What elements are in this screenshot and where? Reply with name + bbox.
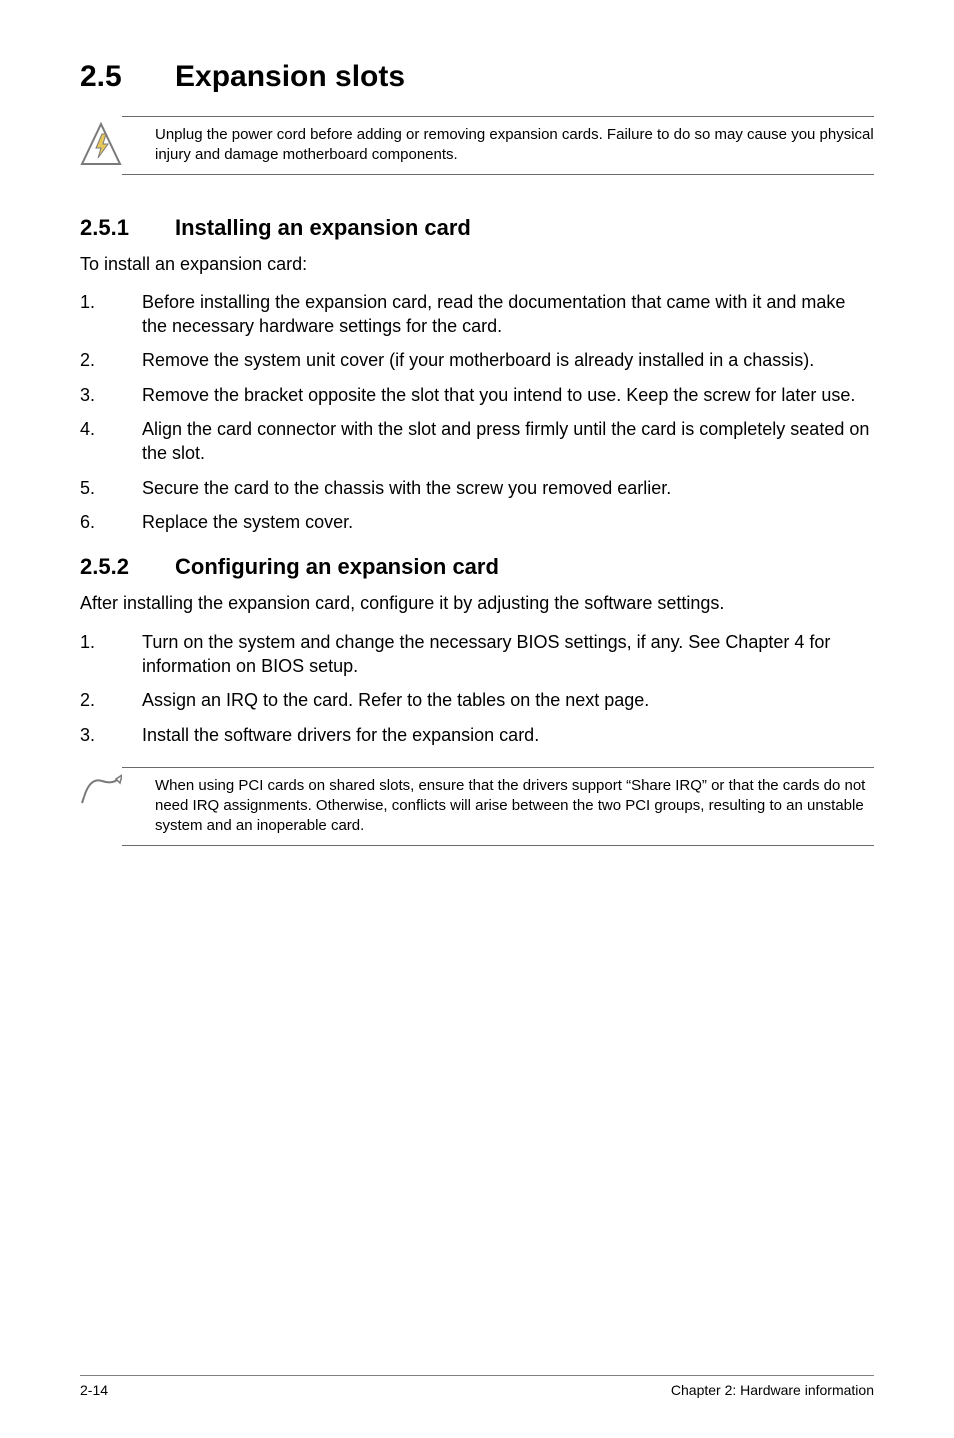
list-item: Replace the system cover. <box>80 510 874 534</box>
lightning-warning-icon <box>80 116 122 166</box>
intro-paragraph: After installing the expansion card, con… <box>80 592 874 615</box>
subsection-heading: 2.5.1Installing an expansion card <box>80 215 874 241</box>
note-pencil-icon <box>80 767 122 807</box>
warning-text: Unplug the power cord before adding or r… <box>122 116 874 175</box>
list-item: Remove the system unit cover (if your mo… <box>80 348 874 372</box>
section-title: Expansion slots <box>175 60 405 93</box>
warning-callout: Unplug the power cord before adding or r… <box>80 116 874 175</box>
section-number: 2.5 <box>80 60 175 94</box>
steps-list: Before installing the expansion card, re… <box>80 290 874 534</box>
list-item: Remove the bracket opposite the slot tha… <box>80 383 874 407</box>
list-item: Before installing the expansion card, re… <box>80 290 874 339</box>
note-callout: When using PCI cards on shared slots, en… <box>80 767 874 846</box>
subsection-title: Installing an expansion card <box>175 215 471 240</box>
section-heading: 2.5Expansion slots <box>80 60 874 94</box>
intro-paragraph: To install an expansion card: <box>80 253 874 276</box>
list-item: Secure the card to the chassis with the … <box>80 476 874 500</box>
list-item: Install the software drivers for the exp… <box>80 723 874 747</box>
page-footer: 2-14 Chapter 2: Hardware information <box>80 1375 874 1398</box>
subsection-number: 2.5.1 <box>80 215 175 241</box>
list-item: Assign an IRQ to the card. Refer to the … <box>80 688 874 712</box>
note-text: When using PCI cards on shared slots, en… <box>122 767 874 846</box>
steps-list: Turn on the system and change the necess… <box>80 630 874 747</box>
chapter-label: Chapter 2: Hardware information <box>671 1382 874 1398</box>
list-item: Turn on the system and change the necess… <box>80 630 874 679</box>
subsection-number: 2.5.2 <box>80 554 175 580</box>
list-item: Align the card connector with the slot a… <box>80 417 874 466</box>
subsection-heading: 2.5.2Configuring an expansion card <box>80 554 874 580</box>
page-number: 2-14 <box>80 1382 108 1398</box>
subsection-title: Configuring an expansion card <box>175 554 499 579</box>
